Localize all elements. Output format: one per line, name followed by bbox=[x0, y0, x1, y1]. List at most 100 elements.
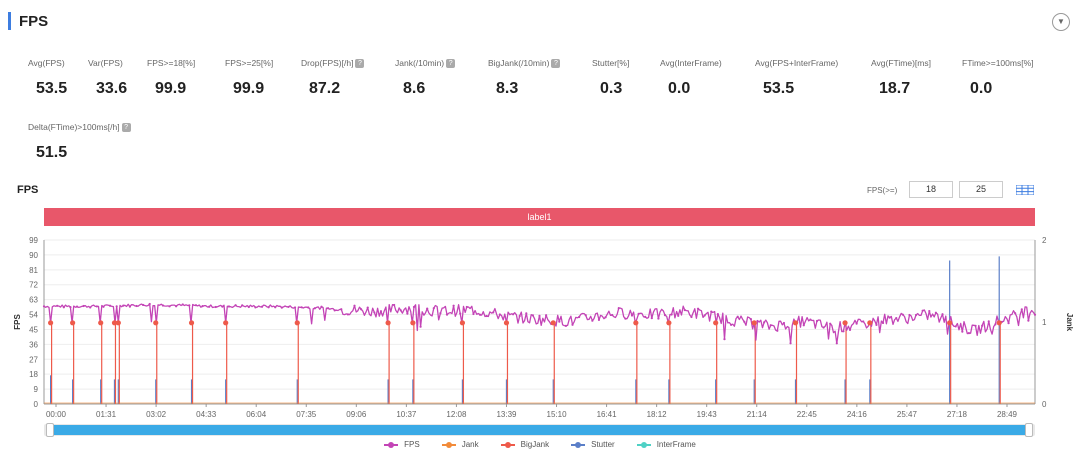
x-tick-label: 04:33 bbox=[196, 410, 217, 419]
fps-point bbox=[412, 305, 416, 309]
jank-marker bbox=[188, 320, 195, 326]
table-view-icon[interactable] bbox=[1016, 185, 1034, 195]
section-header: FPS bbox=[8, 10, 48, 32]
fps-point bbox=[102, 305, 105, 308]
legend-item-interframe[interactable]: InterFrame bbox=[636, 440, 696, 449]
metric-value: 53.5 bbox=[763, 80, 795, 97]
jank-marker bbox=[70, 320, 76, 326]
fps-point bbox=[888, 316, 891, 319]
metric-label: Delta(FTime)>100ms[/h]? bbox=[28, 122, 131, 132]
fps-point bbox=[135, 304, 138, 308]
y-tick-label: 99 bbox=[29, 236, 38, 245]
legend-item-stutter[interactable]: Stutter bbox=[571, 440, 615, 449]
y-axis-title: FPS bbox=[13, 314, 22, 330]
slider-right-handle[interactable] bbox=[1025, 423, 1033, 437]
metric-label-text: Var(FPS) bbox=[88, 58, 123, 68]
jank-marker bbox=[867, 320, 873, 326]
jank-marker bbox=[751, 320, 757, 326]
legend-item-jank[interactable]: Jank bbox=[441, 440, 479, 449]
fps-point bbox=[901, 313, 904, 316]
jank-marker bbox=[666, 320, 672, 326]
fps-point bbox=[875, 323, 878, 326]
fps-point bbox=[604, 316, 607, 319]
fps-point bbox=[56, 304, 59, 307]
help-icon[interactable]: ? bbox=[355, 58, 365, 68]
y-tick-label: 18 bbox=[29, 370, 38, 379]
metric-1: Var(FPS) 33.6 bbox=[88, 58, 127, 98]
fps-point bbox=[1027, 319, 1030, 322]
fps-point bbox=[637, 312, 640, 315]
legend-label: Jank bbox=[461, 440, 479, 449]
jank-marker bbox=[713, 320, 719, 326]
fps-point bbox=[280, 306, 283, 309]
fps-point bbox=[518, 314, 521, 318]
slider-range-fill[interactable] bbox=[52, 425, 1027, 435]
fps-point bbox=[736, 315, 739, 318]
fps-point bbox=[122, 304, 125, 307]
fps-point bbox=[234, 304, 237, 307]
x-tick-label: 10:37 bbox=[396, 410, 417, 419]
jank-marker bbox=[48, 320, 54, 326]
fps-point bbox=[743, 320, 746, 323]
fps-point bbox=[465, 305, 468, 309]
fps-point bbox=[710, 310, 713, 313]
metric-value: 99.9 bbox=[233, 80, 265, 97]
legend-swatch bbox=[500, 441, 515, 448]
fps-point bbox=[967, 332, 971, 335]
fps-point bbox=[300, 306, 303, 309]
fps-point bbox=[478, 313, 482, 316]
help-icon[interactable]: ? bbox=[551, 58, 561, 68]
fps-point bbox=[287, 305, 290, 309]
fps-point bbox=[360, 308, 363, 311]
fps-threshold-input-1[interactable]: 18 bbox=[909, 181, 953, 198]
jank-marker bbox=[111, 320, 118, 326]
fps-point bbox=[881, 321, 885, 325]
fps-point bbox=[835, 342, 838, 345]
jank-marker bbox=[996, 320, 1002, 326]
jank-marker bbox=[385, 320, 391, 326]
fps-point bbox=[763, 321, 766, 324]
y-tick-label: 9 bbox=[34, 385, 39, 394]
metric-value: 8.3 bbox=[496, 80, 519, 97]
fps-point bbox=[208, 305, 211, 308]
legend-item-fps[interactable]: FPS bbox=[384, 440, 420, 449]
fps-threshold-input-2[interactable]: 25 bbox=[959, 181, 1003, 198]
fps-point bbox=[307, 306, 310, 309]
legend-item-bigjank[interactable]: BigJank bbox=[500, 440, 549, 449]
y-tick-label: 0 bbox=[34, 400, 39, 409]
fps-point bbox=[908, 313, 911, 317]
x-tick-label: 07:35 bbox=[296, 410, 317, 419]
jank-marker bbox=[792, 320, 799, 326]
label-band[interactable]: label1 bbox=[44, 208, 1035, 226]
help-icon[interactable]: ? bbox=[121, 122, 131, 132]
fps-threshold-label: FPS(>=) bbox=[867, 186, 898, 195]
metric-value: 8.6 bbox=[403, 80, 426, 97]
help-icon[interactable]: ? bbox=[446, 58, 456, 68]
fps-point bbox=[142, 303, 145, 307]
x-tick-label: 22:45 bbox=[797, 410, 818, 419]
label-band-text: label1 bbox=[527, 212, 552, 222]
metric-7: Stutter[%] 0.3 bbox=[592, 58, 629, 98]
metric-8: Avg(InterFrame) 0.0 bbox=[660, 58, 722, 98]
jank-marker bbox=[410, 320, 416, 326]
x-tick-label: 25:47 bbox=[897, 410, 918, 419]
metric-value: 0.3 bbox=[600, 80, 623, 97]
metric-value: 53.5 bbox=[36, 80, 68, 97]
jank-marker bbox=[223, 320, 229, 326]
collapse-chevron-icon[interactable]: ▼ bbox=[1052, 13, 1070, 31]
fps-point bbox=[459, 312, 462, 315]
fps-point bbox=[432, 307, 435, 310]
metric-3: FPS>=25[%] 99.9 bbox=[225, 58, 273, 98]
slider-left-handle[interactable] bbox=[46, 423, 54, 437]
fps-point bbox=[221, 305, 224, 308]
fps-point bbox=[617, 307, 620, 310]
x-tick-label: 06:04 bbox=[246, 410, 267, 419]
time-range-slider[interactable] bbox=[44, 423, 1035, 437]
fps-point bbox=[346, 313, 350, 316]
x-tick-label: 18:12 bbox=[647, 410, 668, 419]
jank-marker bbox=[842, 320, 848, 326]
x-tick-label: 27:18 bbox=[947, 410, 968, 419]
fps-point bbox=[690, 315, 693, 319]
fps-point bbox=[895, 316, 898, 320]
y-tick-label: 27 bbox=[29, 355, 38, 364]
